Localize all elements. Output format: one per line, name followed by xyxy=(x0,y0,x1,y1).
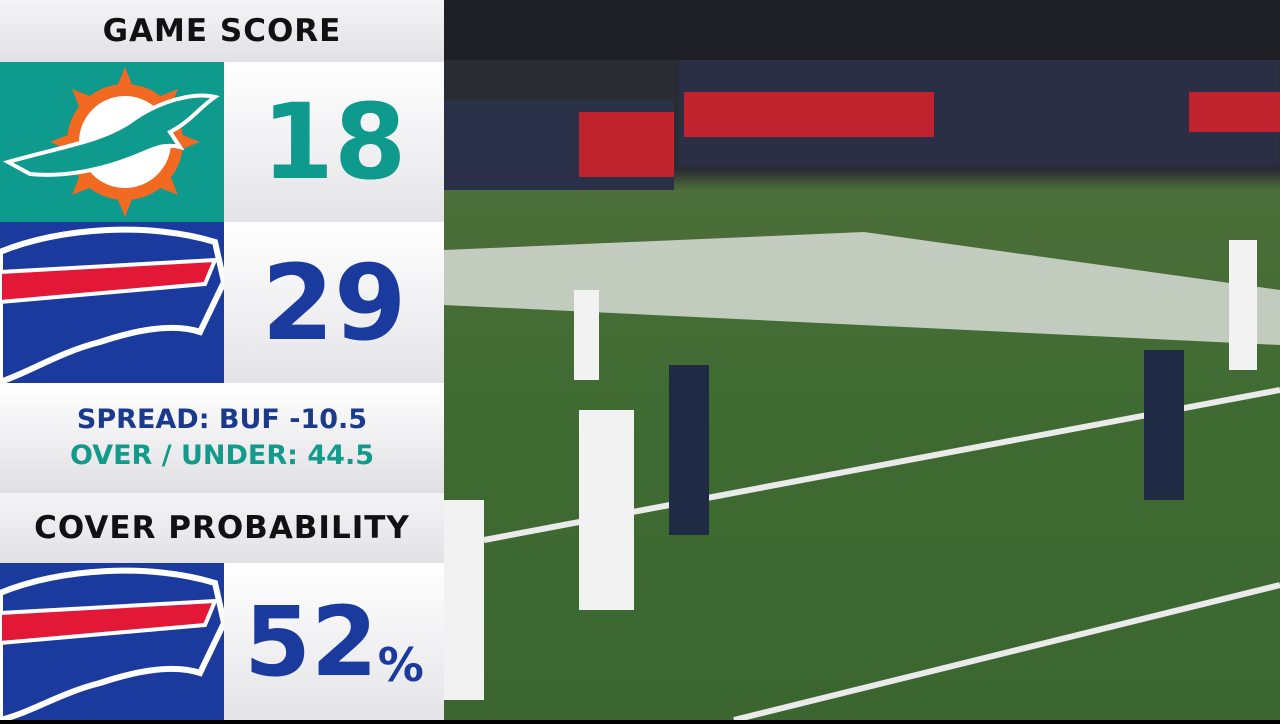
game-video xyxy=(444,0,1280,720)
cover-probability-title: COVER PROBABILITY xyxy=(0,493,444,563)
cover-probability-value: 52 % xyxy=(224,563,444,720)
dolphins-logo xyxy=(0,62,224,222)
bills-score: 29 xyxy=(224,222,444,383)
score-panel: GAME SCORE 18 29 SPREAD: BUF -10.5 xyxy=(0,0,444,724)
cover-percent: 52 xyxy=(244,585,378,698)
betting-odds: SPREAD: BUF -10.5 OVER / UNDER: 44.5 xyxy=(0,383,444,493)
over-under-text: OVER / UNDER: 44.5 xyxy=(69,440,374,471)
game-score-title: GAME SCORE xyxy=(0,0,444,62)
bills-logo xyxy=(0,222,228,386)
dolphins-score: 18 xyxy=(224,62,444,222)
cover-unit: % xyxy=(377,638,424,692)
spread-text: SPREAD: BUF -10.5 xyxy=(76,404,368,435)
bills-logo-cover xyxy=(0,563,228,724)
